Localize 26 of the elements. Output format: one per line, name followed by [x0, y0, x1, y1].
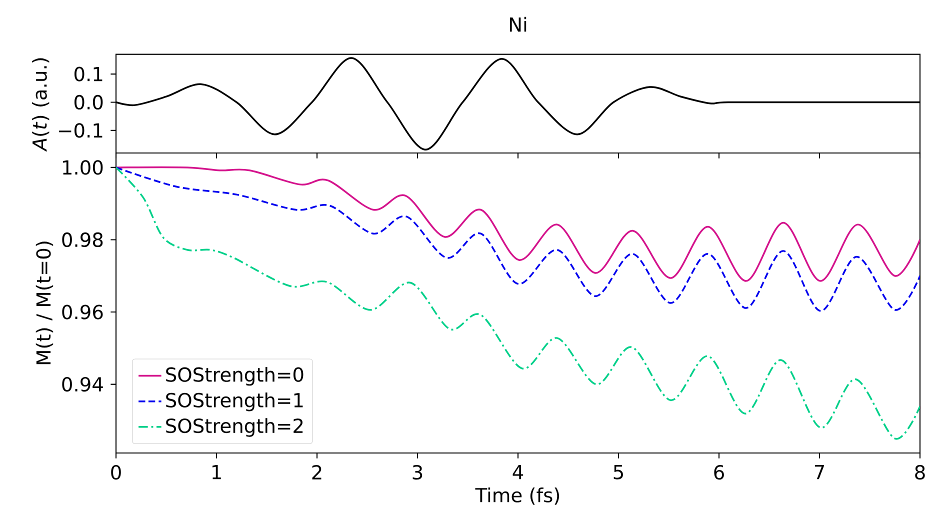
y-axis-title: M(t) / M(t=0) — [36, 242, 54, 364]
y-tick-label: 0.0 — [74, 94, 103, 110]
legend-label: SOStrength=0 — [166, 366, 304, 386]
x-tick-label: 8 — [915, 465, 925, 480]
y-tick-label: 0.96 — [62, 304, 103, 320]
chart-title: Ni — [510, 16, 526, 32]
y-axis-title: A(t) (a.u.) — [32, 58, 50, 152]
x-tick-label: 1 — [212, 465, 221, 480]
x-tick-label: 3 — [412, 465, 422, 480]
line-series — [116, 166, 920, 312]
x-axis-title: Time (fs) — [475, 487, 560, 505]
y-tick-label: −0.1 — [59, 123, 102, 138]
y-tick-label: 1.00 — [63, 160, 103, 175]
x-tick-label: 7 — [814, 465, 824, 480]
y-tick-label: 0.98 — [62, 232, 103, 248]
x-tick-label: 4 — [512, 465, 524, 480]
x-tick-label: 0 — [111, 465, 121, 480]
line-series — [116, 166, 920, 440]
legend-label: SOStrength=1 — [166, 392, 303, 412]
x-tick-label: 5 — [614, 465, 623, 480]
line-series — [116, 166, 920, 282]
legend-label: SOStrength=2 — [166, 418, 303, 437]
x-tick-label: 6 — [714, 465, 724, 480]
y-tick-label: 0.1 — [74, 66, 102, 82]
y-tick-label: 0.94 — [62, 376, 103, 392]
x-tick-label: 2 — [312, 465, 322, 480]
